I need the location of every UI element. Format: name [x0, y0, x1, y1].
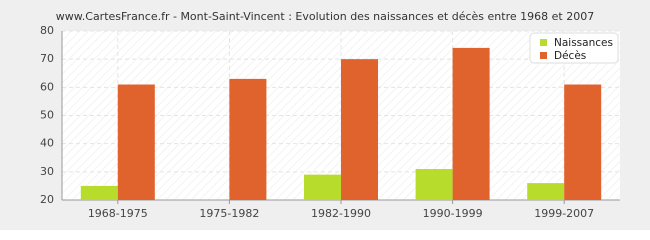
bar — [304, 174, 341, 200]
y-tick-label: 40 — [40, 137, 54, 150]
bar — [229, 78, 267, 200]
legend-swatch — [540, 52, 547, 59]
bar — [80, 185, 118, 200]
chart: www.CartesFrance.fr - Mont-Saint-Vincent… — [0, 0, 650, 230]
x-tick-label: 1990-1999 — [423, 207, 483, 220]
x-tick-label: 1999-2007 — [534, 207, 594, 220]
y-tick-label: 20 — [40, 193, 54, 206]
legend-box — [529, 32, 619, 64]
bar — [452, 47, 490, 201]
y-tick-label: 70 — [40, 52, 54, 65]
y-tick-label: 30 — [40, 165, 54, 178]
x-tick-label: 1982-1990 — [311, 207, 371, 220]
bar — [527, 183, 565, 200]
legend-label: Naissances — [554, 37, 613, 49]
bar — [415, 169, 453, 200]
y-tick-label: 60 — [40, 80, 54, 93]
y-tick-label: 50 — [40, 109, 54, 122]
x-tick-label: 1975-1982 — [199, 207, 259, 220]
bar — [341, 59, 378, 200]
legend-label: Décès — [554, 50, 586, 62]
y-tick-label: 80 — [40, 24, 54, 37]
bar — [117, 84, 155, 200]
chart-title: www.CartesFrance.fr - Mont-Saint-Vincent… — [56, 10, 594, 23]
bar — [564, 84, 602, 200]
x-tick-label: 1968-1975 — [88, 207, 148, 220]
legend-swatch — [540, 39, 547, 46]
